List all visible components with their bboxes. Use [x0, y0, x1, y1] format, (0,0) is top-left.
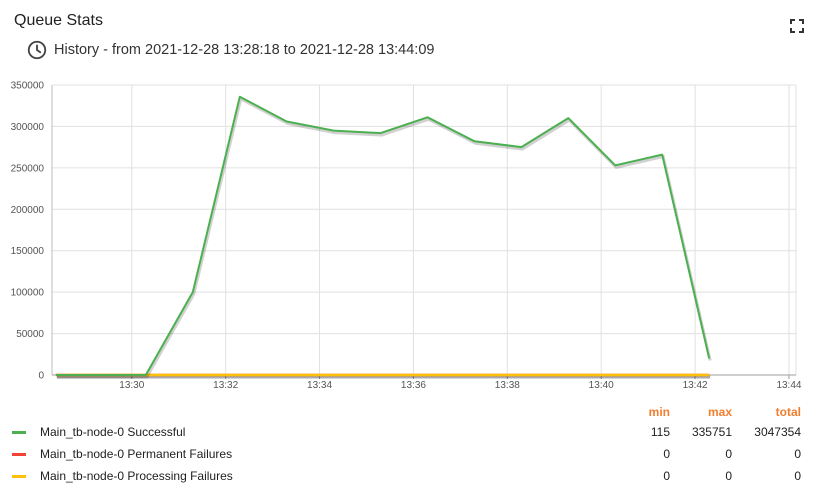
y-tick-labels: 0 50000 100000 150000 200000 250000 300000 3500…: [11, 81, 45, 382]
axes: [51, 84, 797, 379]
legend-max: 0: [725, 447, 732, 461]
legend-header-max: max: [707, 405, 732, 419]
x-tick-label: 13:30: [119, 380, 144, 391]
grid-lines: [52, 84, 796, 376]
legend-swatch-processing: [12, 475, 26, 478]
legend-swatch-successful: [12, 431, 26, 434]
widget-title: Queue Stats: [14, 12, 103, 29]
y-tick-label: 0: [38, 371, 44, 382]
x-tick-label: 13:40: [589, 380, 614, 391]
legend-max: 0: [725, 469, 732, 483]
legend-total: 3047354: [754, 425, 801, 439]
x-tick-label: 13:32: [213, 380, 238, 391]
legend-min: 0: [663, 469, 670, 483]
legend-min: 0: [663, 447, 670, 461]
legend-max: 335751: [691, 425, 732, 439]
series-shadow-main-tb-node-0-successful: [56, 96, 712, 379]
y-tick-label: 300000: [11, 122, 45, 133]
y-tick-label: 250000: [11, 163, 45, 174]
y-tick-label: 350000: [11, 81, 45, 92]
legend-label: Main_tb-node-0 Successful: [40, 425, 186, 439]
legend-total: 0: [794, 447, 801, 461]
legend-row-successful[interactable]: Main_tb-node-0 Successful 115 335751 304…: [0, 422, 817, 444]
y-tick-label: 50000: [16, 329, 44, 340]
y-tick-label: 100000: [11, 288, 45, 299]
legend-swatch-permanent: [12, 453, 26, 456]
legend-header-total: total: [775, 405, 801, 419]
series-line-main-tb-node-0-successful: [55, 95, 711, 376]
legend-label: Main_tb-node-0 Permanent Failures: [40, 447, 233, 461]
x-tick-label: 13:36: [401, 380, 426, 391]
series-lines: [55, 95, 712, 379]
x-tick-label: 13:42: [683, 380, 708, 391]
legend-total: 0: [794, 469, 801, 483]
x-tick-label: 13:44: [776, 380, 801, 391]
x-tick-labels: 13:30 13:32 13:34 13:36 13:38 13:40 13:42 13:44: [119, 380, 802, 391]
legend-row-permanent-failures[interactable]: Main_tb-node-0 Permanent Failures 0 0 0: [0, 444, 817, 466]
legend-label: Main_tb-node-0 Processing Failures: [40, 469, 233, 483]
fullscreen-icon[interactable]: [789, 18, 805, 34]
x-tick-label: 13:34: [307, 380, 332, 391]
history-range-text: History - from 2021-12-28 13:28:18 to 20…: [54, 42, 435, 58]
legend-min: 115: [650, 425, 670, 439]
history-subtitle: History - from 2021-12-28 13:28:18 to 20…: [26, 39, 434, 61]
y-tick-label: 200000: [11, 205, 45, 216]
y-tick-label: 150000: [11, 246, 45, 257]
legend-header-min: min: [648, 405, 670, 419]
queue-stats-chart[interactable]: 0 50000 100000 150000 200000 250000 300000 3500…: [0, 0, 817, 400]
x-tick-label: 13:38: [495, 380, 520, 391]
legend-row-processing-failures[interactable]: Main_tb-node-0 Processing Failures 0 0 0: [0, 466, 817, 488]
clock-icon: [27, 40, 47, 60]
